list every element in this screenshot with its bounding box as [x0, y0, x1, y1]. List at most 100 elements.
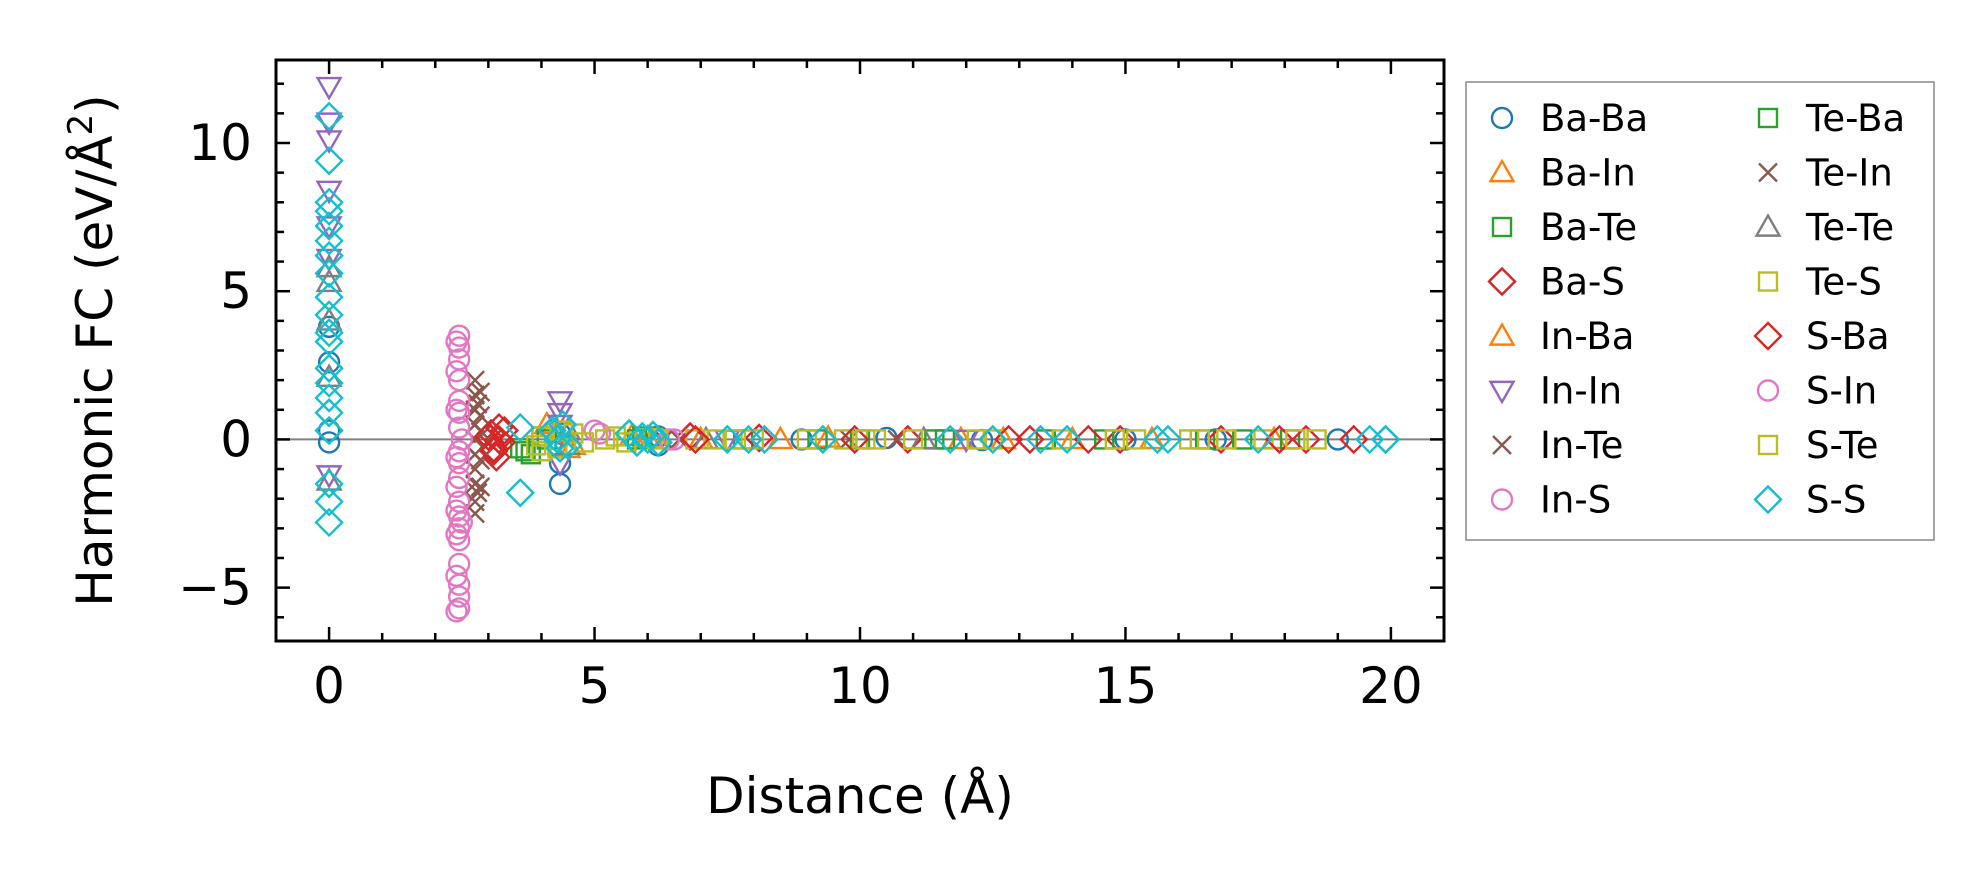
data-point — [1216, 429, 1237, 450]
legend-label: S-S — [1806, 479, 1866, 522]
data-point — [1015, 424, 1045, 455]
data-point — [839, 424, 870, 455]
data-point — [1370, 424, 1401, 455]
data-point — [1291, 424, 1321, 455]
data-point — [315, 248, 343, 273]
legend-entry: Ba-In — [1488, 152, 1636, 195]
legend-entry: Te-In — [1758, 152, 1893, 195]
legend-entry: S-Ba — [1753, 315, 1890, 358]
data-point — [1105, 424, 1135, 455]
data-point — [314, 398, 344, 428]
data-point — [315, 180, 343, 205]
data-point — [808, 424, 838, 455]
data-point — [447, 597, 471, 620]
data-point — [445, 475, 468, 499]
data-point — [1052, 424, 1082, 455]
data-point — [855, 429, 876, 450]
data-point — [545, 433, 575, 464]
data-point — [489, 415, 519, 446]
data-point — [478, 433, 509, 464]
x-tick-label: 15 — [1094, 657, 1158, 715]
data-point — [1114, 428, 1137, 451]
data-point — [470, 477, 491, 497]
data-point — [314, 146, 344, 176]
series-te-te — [315, 253, 938, 491]
data-point — [314, 383, 344, 413]
legend-marker — [1491, 216, 1513, 238]
data-point — [314, 226, 344, 256]
data-point — [317, 431, 341, 454]
legend-label: S-Ba — [1806, 315, 1890, 358]
legend-label: Ba-In — [1540, 152, 1636, 195]
data-point — [505, 478, 535, 508]
data-point — [978, 424, 1008, 455]
data-point — [1264, 424, 1295, 455]
data-point — [450, 511, 474, 534]
y-tick-label: −5 — [178, 559, 252, 617]
data-point — [447, 401, 471, 424]
data-point — [1285, 429, 1306, 450]
data-point — [314, 415, 344, 446]
data-point — [445, 360, 468, 383]
data-point — [447, 416, 471, 439]
data-point — [478, 436, 509, 466]
legend-label: Te-Ba — [1805, 97, 1905, 140]
data-point — [505, 412, 535, 443]
legend-label: In-Ba — [1540, 315, 1634, 358]
legend-entry: Ba-Ba — [1490, 97, 1648, 140]
data-point — [553, 430, 583, 461]
legend-entry: Te-Te — [1754, 206, 1894, 249]
legend-marker — [1488, 158, 1516, 183]
legend-marker — [1757, 434, 1779, 456]
data-point — [445, 564, 468, 587]
legend-entry: S-Te — [1757, 424, 1879, 467]
data-point — [1104, 429, 1126, 450]
data-point — [1142, 424, 1173, 455]
data-point — [445, 600, 468, 623]
data-point — [445, 398, 468, 421]
data-point — [680, 424, 711, 455]
data-point — [1243, 424, 1273, 455]
legend-entry: In-Ba — [1488, 315, 1634, 358]
data-point — [902, 429, 924, 450]
legend-label: In-S — [1540, 479, 1611, 522]
data-point — [314, 240, 344, 271]
legend-entry: In-Te — [1492, 424, 1623, 467]
legend-label: In-In — [1540, 370, 1622, 413]
data-point — [796, 429, 818, 450]
legend-marker — [1756, 379, 1780, 402]
data-point — [605, 426, 626, 447]
data-point — [910, 425, 938, 450]
x-tick-label: 5 — [579, 657, 611, 715]
data-point — [470, 450, 491, 471]
legend-marker — [1488, 380, 1516, 405]
data-point — [314, 353, 344, 383]
data-point — [315, 76, 343, 101]
data-point — [749, 424, 780, 455]
data-point — [1153, 424, 1183, 455]
legend-label: Te-Te — [1805, 206, 1894, 249]
data-point — [515, 441, 536, 462]
legend-label: Te-S — [1805, 261, 1882, 304]
legend-marker — [1490, 106, 1514, 130]
legend-label: S-Te — [1806, 424, 1879, 467]
legend-marker — [1490, 488, 1514, 511]
legend-entry: Te-Ba — [1757, 97, 1905, 140]
data-point — [692, 425, 720, 450]
data-point — [467, 482, 488, 503]
legend-entry: S-In — [1756, 370, 1877, 413]
data-point — [657, 428, 681, 451]
data-point — [317, 419, 341, 442]
data-point — [486, 427, 517, 458]
axes: 0 5 10 15 20 −5 0 5 10 Distance (Å) Harmonic FC (e… — [61, 58, 1446, 825]
data-point — [314, 211, 344, 241]
data-point — [314, 196, 344, 226]
legend-label: Ba-Ba — [1540, 97, 1648, 140]
data-point — [484, 412, 514, 443]
data-point — [893, 424, 923, 455]
legend-marker — [1754, 213, 1782, 237]
legend: Ba-Ba Ba-In Ba-Te Ba-S In-Ba In-In In-Te In-S Te… — [1465, 81, 1935, 541]
legend-marker — [1753, 484, 1783, 515]
data-point — [935, 424, 965, 455]
data-point — [445, 330, 468, 353]
